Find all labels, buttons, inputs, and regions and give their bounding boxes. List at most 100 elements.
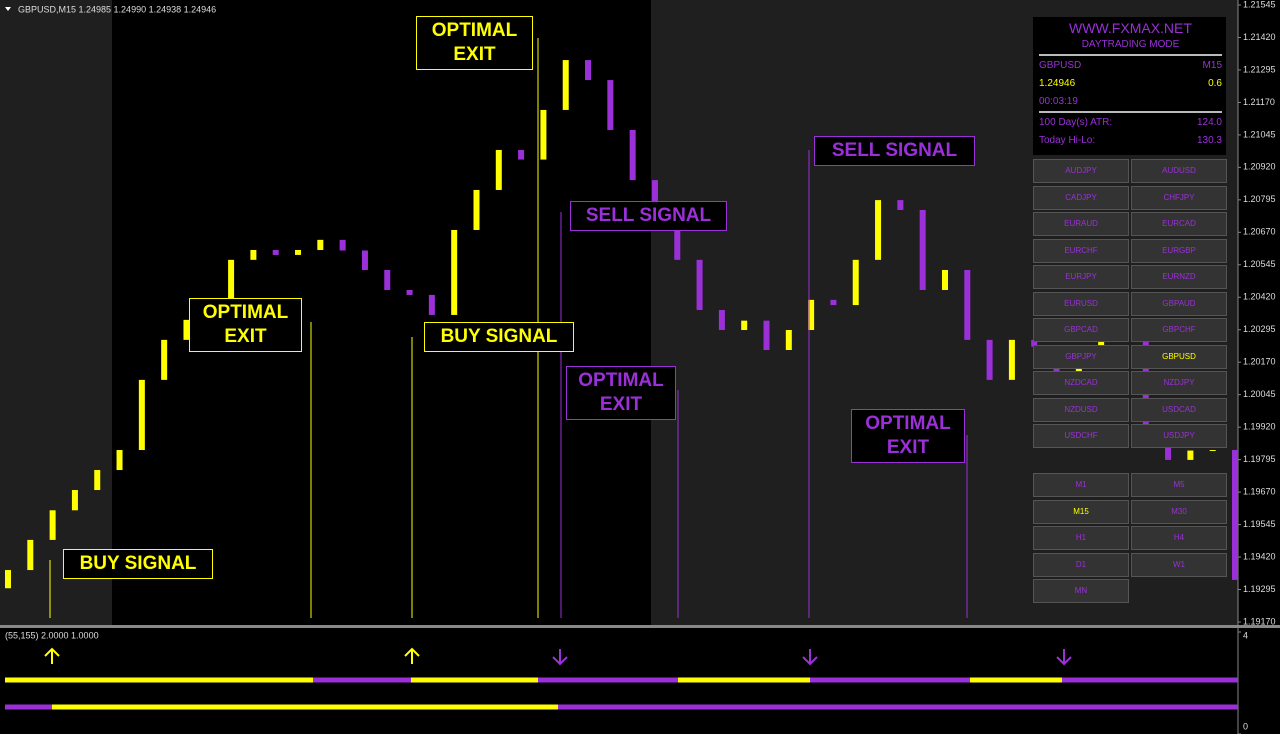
candle-body bbox=[361, 250, 368, 270]
annotation-sell-signal: SELL SIGNAL bbox=[814, 136, 975, 166]
y-tick-label: 1.20045 bbox=[1243, 389, 1276, 399]
candle-body bbox=[941, 269, 948, 290]
candle-body bbox=[518, 149, 525, 160]
symbol-button[interactable]: NZDUSD bbox=[1033, 397, 1129, 422]
candle-body bbox=[1209, 450, 1216, 452]
info-panel: WWW.FXMAX.NET DAYTRADING MODE GBPUSD M15 … bbox=[1033, 17, 1226, 155]
y-tick-label: 1.21170 bbox=[1243, 97, 1275, 107]
candle-body bbox=[272, 249, 279, 255]
symbol-info: GBPUSD,M15 1.24985 1.24990 1.24938 1.249… bbox=[18, 4, 216, 14]
timeframe-button[interactable]: M30 bbox=[1131, 499, 1227, 524]
timeframe-button[interactable]: H1 bbox=[1033, 526, 1129, 550]
candle-body bbox=[607, 80, 614, 130]
candle-body bbox=[161, 339, 168, 380]
atr-label: 100 Day(s) ATR: bbox=[1039, 117, 1113, 128]
symbol-button[interactable]: GBPAUD bbox=[1131, 291, 1227, 316]
symbol-button[interactable]: GBPJPY bbox=[1033, 344, 1129, 369]
y-tick-label: 1.21420 bbox=[1243, 32, 1276, 42]
annotation-buy-signal: BUY SIGNAL bbox=[424, 322, 574, 352]
symbol-button[interactable]: USDJPY bbox=[1131, 424, 1227, 448]
y-tick-label: 1.19670 bbox=[1243, 486, 1276, 496]
y-tick-label: 1.20920 bbox=[1243, 162, 1276, 172]
candle-body bbox=[473, 189, 480, 230]
y-tick-label: 0 bbox=[1243, 721, 1248, 731]
candle-body bbox=[585, 60, 592, 81]
candle-body bbox=[295, 249, 302, 255]
symbol-button[interactable]: USDCAD bbox=[1131, 397, 1227, 422]
y-tick-label: 1.21545 bbox=[1243, 0, 1276, 9]
candle-body bbox=[1232, 450, 1238, 580]
y-tick-label: 1.19545 bbox=[1243, 519, 1276, 529]
candle-body bbox=[629, 129, 636, 181]
symbol-button[interactable]: AUDUSD bbox=[1131, 159, 1227, 183]
symbol-button[interactable]: CADJPY bbox=[1033, 185, 1129, 210]
candle-body bbox=[986, 339, 993, 380]
timeframe-button[interactable]: H4 bbox=[1131, 526, 1227, 550]
annotation-optimal-exit: OPTIMAL EXIT bbox=[851, 409, 965, 463]
symbol-button[interactable]: EURJPY bbox=[1033, 265, 1129, 289]
y-tick-label: 1.20545 bbox=[1243, 259, 1276, 269]
candle-body bbox=[428, 294, 435, 315]
y-tick-label: 1.19795 bbox=[1243, 454, 1276, 464]
candle-body bbox=[5, 570, 11, 589]
symbol-button[interactable]: EURCAD bbox=[1131, 212, 1227, 236]
y-tick-label: 1.20295 bbox=[1243, 324, 1276, 334]
timeframe-button[interactable]: MN bbox=[1033, 579, 1129, 603]
candle-body bbox=[27, 539, 34, 571]
pane-separator bbox=[0, 625, 1280, 628]
candle-body bbox=[339, 239, 346, 251]
symbol-button[interactable]: USDCHF bbox=[1033, 424, 1129, 448]
symbol-button[interactable]: GBPCAD bbox=[1033, 318, 1129, 342]
candle-body bbox=[875, 200, 882, 260]
candle-body bbox=[718, 309, 725, 330]
annotation-optimal-exit: OPTIMAL EXIT bbox=[189, 298, 302, 352]
symbol-button[interactable]: EURAUD bbox=[1033, 212, 1129, 236]
timeframe-button[interactable]: W1 bbox=[1131, 552, 1227, 577]
candle-body bbox=[406, 289, 413, 295]
candle-body bbox=[384, 269, 391, 290]
mode: DAYTRADING MODE bbox=[1081, 39, 1180, 50]
candle-body bbox=[741, 320, 748, 330]
candle-body bbox=[49, 510, 56, 540]
candle-body bbox=[183, 319, 190, 340]
indicator-label: (55,155) 2.0000 1.0000 bbox=[5, 630, 99, 640]
candle-body bbox=[651, 180, 658, 221]
symbol-button[interactable]: GBPUSD bbox=[1131, 344, 1227, 369]
symbol-button[interactable]: GBPCHF bbox=[1131, 318, 1227, 342]
candle-body bbox=[116, 450, 123, 471]
symbol-button[interactable]: CHFJPY bbox=[1131, 185, 1227, 210]
timeframe-button[interactable]: M1 bbox=[1033, 473, 1129, 497]
candle-body bbox=[317, 239, 324, 250]
candle-body bbox=[562, 60, 569, 110]
candle-body bbox=[897, 200, 904, 210]
y-tick-label: 1.19920 bbox=[1243, 422, 1276, 432]
y-tick-label: 1.21045 bbox=[1243, 129, 1276, 139]
session-bg bbox=[0, 0, 112, 625]
symbol-button[interactable]: NZDJPY bbox=[1131, 371, 1227, 395]
site: WWW.FXMAX.NET bbox=[1069, 20, 1192, 36]
time: 00:03:19 bbox=[1039, 96, 1078, 107]
price: 1.24946 bbox=[1039, 78, 1076, 89]
y-tick-label: 1.19420 bbox=[1243, 551, 1276, 561]
annotation-optimal-exit: OPTIMAL EXIT bbox=[416, 16, 533, 70]
symbol-button[interactable]: EURCHF bbox=[1033, 238, 1129, 263]
timeframe-button[interactable]: M5 bbox=[1131, 473, 1227, 497]
y-tick-label: 4 bbox=[1243, 630, 1248, 640]
candle-body bbox=[919, 209, 926, 290]
candle-body bbox=[830, 299, 837, 306]
hilo-value: 130.3 bbox=[1196, 135, 1222, 146]
timeframe-button[interactable]: D1 bbox=[1033, 552, 1129, 577]
symbol-button[interactable]: AUDJPY bbox=[1033, 159, 1129, 183]
candle-body bbox=[674, 220, 681, 260]
y-tick-label: 1.20670 bbox=[1243, 227, 1276, 237]
candle-body bbox=[1031, 339, 1038, 347]
symbol-button[interactable]: EURGBP bbox=[1131, 238, 1227, 263]
timeframe-button[interactable]: M15 bbox=[1033, 499, 1129, 524]
candle-body bbox=[1165, 439, 1172, 460]
candle-body bbox=[71, 490, 78, 511]
symbol-button[interactable]: EURNZD bbox=[1131, 265, 1227, 289]
annotation-buy-signal: BUY SIGNAL bbox=[63, 549, 213, 579]
symbol-button[interactable]: EURUSD bbox=[1033, 291, 1129, 316]
symbol-button[interactable]: NZDCAD bbox=[1033, 371, 1129, 395]
